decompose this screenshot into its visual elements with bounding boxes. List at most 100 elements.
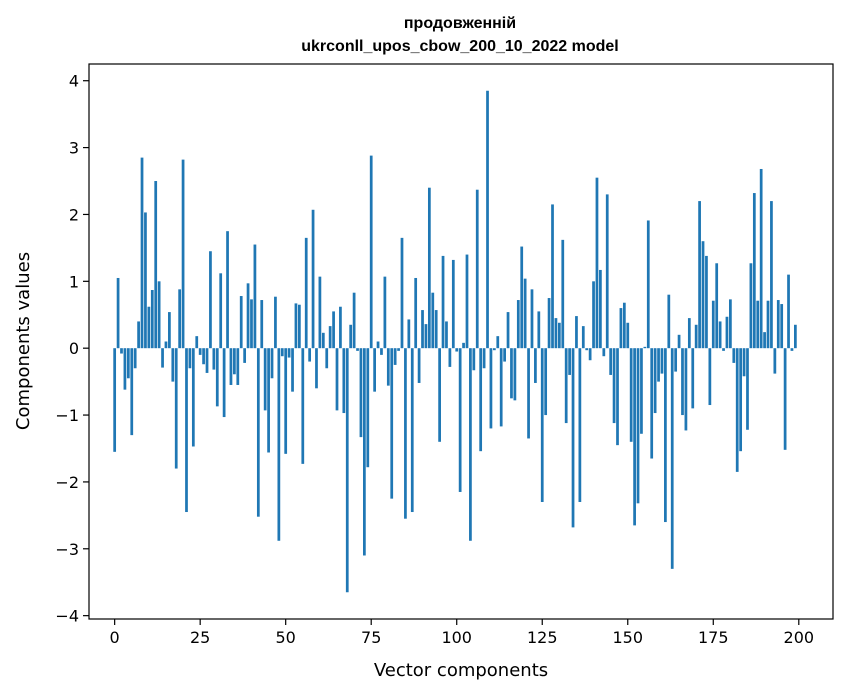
bar-component-155 (643, 346, 647, 349)
x-tick-label: 150 (612, 628, 643, 647)
bar-component-76 (373, 348, 376, 392)
bar-component-129 (554, 318, 558, 349)
bar-component-164 (674, 348, 678, 372)
bar-component-105 (472, 348, 476, 371)
bar-component-176 (715, 263, 719, 349)
bar-component-82 (393, 348, 397, 365)
bar-component-5 (130, 348, 134, 436)
bar-component-78 (380, 348, 383, 355)
bar-component-106 (475, 189, 479, 349)
bar-component-43 (260, 300, 264, 349)
bar-component-90 (421, 310, 424, 349)
bar-component-33 (226, 231, 229, 349)
bar-component-45 (267, 348, 270, 453)
bar-component-77 (376, 341, 380, 349)
bar-component-127 (547, 298, 551, 349)
bar-component-187 (752, 193, 756, 349)
bar-component-79 (383, 276, 387, 349)
bar-component-124 (537, 311, 541, 349)
bar-component-132 (564, 348, 568, 424)
bar-component-166 (681, 348, 684, 416)
bar-component-174 (708, 348, 712, 406)
bar-component-72 (359, 348, 363, 438)
bar-component-158 (653, 348, 657, 414)
bar-component-188 (756, 300, 760, 349)
bar-component-120 (523, 278, 527, 349)
y-tick-label: 1 (69, 272, 79, 291)
x-tick-label: 75 (361, 628, 381, 647)
bar-component-194 (776, 300, 780, 349)
bar-component-128 (551, 204, 554, 349)
bar-component-93 (431, 292, 435, 349)
bar-component-98 (448, 348, 452, 367)
bar-component-4 (126, 348, 130, 379)
bar-component-48 (277, 348, 281, 541)
bar-component-54 (298, 304, 301, 349)
bar-component-14 (161, 348, 164, 368)
bar-component-125 (540, 348, 544, 502)
x-tick-label: 200 (784, 628, 815, 647)
bar-component-44 (263, 348, 267, 411)
bar-component-96 (441, 255, 445, 349)
bar-component-3 (123, 348, 127, 390)
bar-component-30 (215, 348, 219, 407)
bar-component-69 (349, 324, 353, 349)
bar-component-152 (633, 348, 636, 526)
x-tick-label: 50 (276, 628, 296, 647)
bar-component-18 (174, 348, 178, 469)
bar-component-170 (694, 324, 698, 349)
bar-component-32 (222, 348, 226, 418)
y-tick-label: 0 (69, 339, 79, 358)
bar-component-109 (486, 90, 489, 349)
bar-component-168 (687, 318, 691, 349)
bar-component-37 (239, 296, 243, 349)
bar-component-141 (595, 177, 599, 349)
bar-component-159 (657, 348, 660, 382)
bar-component-36 (236, 348, 240, 385)
bar-component-151 (629, 348, 633, 442)
y-tick-label: −1 (55, 406, 79, 425)
bar-component-180 (729, 299, 732, 349)
bar-component-12 (154, 181, 158, 349)
bar-component-153 (636, 348, 640, 504)
bar-component-39 (246, 283, 250, 349)
bar-component-86 (407, 319, 411, 349)
bar-component-107 (479, 348, 483, 452)
bar-component-175 (711, 300, 715, 349)
bar-component-183 (739, 348, 743, 452)
y-tick-label: 3 (69, 139, 79, 158)
bar-component-31 (219, 273, 223, 349)
y-tick-label: 2 (69, 205, 79, 224)
bar-component-62 (325, 348, 329, 369)
bar-component-146 (612, 348, 616, 424)
bar-component-80 (386, 348, 390, 386)
bar-component-149 (622, 302, 626, 349)
bar-component-110 (489, 348, 493, 429)
bar-component-66 (339, 306, 342, 349)
bar-component-108 (482, 348, 486, 369)
bar-component-64 (332, 311, 335, 349)
bar-component-119 (520, 246, 524, 349)
bar-component-177 (718, 321, 722, 349)
bar-component-178 (722, 348, 725, 351)
bar-component-20 (181, 159, 185, 349)
bar-component-192 (770, 201, 773, 349)
bar-component-25 (198, 348, 202, 355)
bar-component-150 (626, 322, 630, 349)
bar-component-8 (140, 157, 144, 349)
bar-component-165 (677, 334, 681, 349)
bar-component-50 (284, 348, 288, 454)
bar-component-24 (195, 336, 199, 349)
bar-component-16 (168, 312, 171, 349)
bar-component-156 (646, 220, 650, 349)
bar-component-182 (735, 348, 739, 472)
bar-component-117 (513, 348, 517, 401)
bar-component-70 (352, 292, 356, 349)
bar-component-99 (451, 259, 455, 349)
chart-title: продовженній (404, 15, 516, 32)
bar-component-13 (157, 281, 161, 349)
bar-component-111 (492, 348, 496, 351)
bar-component-143 (602, 348, 606, 357)
bar-component-0 (113, 348, 117, 452)
